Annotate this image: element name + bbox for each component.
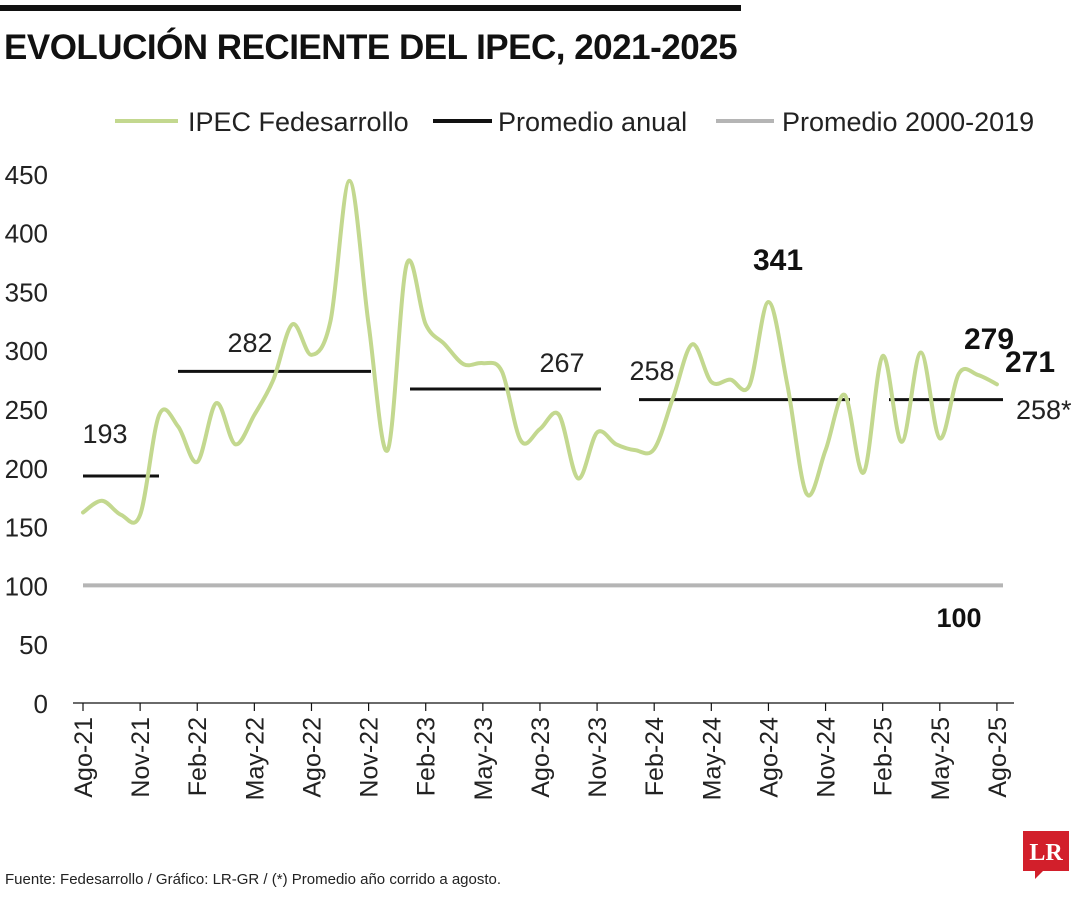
data-label: 341 — [753, 244, 803, 277]
y-tick-label: 300 — [5, 336, 48, 366]
y-tick-label: 400 — [5, 219, 48, 249]
lr-logo-icon: LR — [1023, 831, 1069, 879]
x-tick-label: May-25 — [927, 717, 955, 800]
y-tick-label: 250 — [5, 395, 48, 425]
lr-logo-text: LR — [1029, 840, 1063, 866]
data-label: 271 — [1005, 346, 1055, 379]
y-tick-label: 50 — [19, 630, 48, 660]
data-label: 267 — [539, 348, 584, 378]
y-tick-label: 450 — [5, 160, 48, 190]
x-tick-label: Nov-23 — [584, 717, 612, 798]
x-tick-label: Ago-24 — [755, 717, 783, 798]
x-tick-label: Nov-22 — [356, 717, 384, 798]
data-label: 100 — [936, 603, 981, 633]
legend-label: IPEC Fedesarrollo — [188, 107, 409, 137]
x-tick-label: Ago-25 — [984, 717, 1012, 798]
x-tick-label: Ago-21 — [70, 717, 98, 798]
x-tick-label: Ago-23 — [527, 717, 555, 798]
source-footer: Fuente: Fedesarrollo / Gráfico: LR-GR / … — [5, 871, 502, 888]
data-label: 279 — [964, 323, 1014, 356]
x-tick-label: Nov-21 — [127, 717, 155, 798]
data-label: 282 — [227, 328, 272, 358]
x-tick-label: Nov-24 — [813, 717, 841, 798]
data-label: 258* — [1016, 395, 1072, 425]
x-tick-label: May-23 — [470, 717, 498, 800]
top-rule — [0, 5, 741, 11]
x-tick-label: Feb-25 — [870, 717, 898, 796]
x-tick-label: May-22 — [241, 717, 269, 800]
ipec-series-line — [81, 178, 999, 525]
y-tick-label: 200 — [5, 454, 48, 484]
chart-title: EVOLUCIÓN RECIENTE DEL IPEC, 2021-2025 — [4, 28, 738, 67]
y-tick-label: 100 — [5, 571, 48, 601]
x-tick-label: Ago-22 — [298, 717, 326, 798]
lr-logo-badge — [1023, 831, 1069, 879]
x-tick-label: Feb-24 — [641, 717, 669, 796]
x-tick-label: Feb-23 — [413, 717, 441, 796]
y-tick-label: 150 — [5, 513, 48, 543]
data-label: 193 — [82, 419, 127, 449]
x-tick-label: Feb-22 — [184, 717, 212, 796]
legend-label: Promedio anual — [498, 107, 687, 137]
data-label: 258 — [629, 356, 674, 386]
legend-label: Promedio 2000-2019 — [782, 107, 1034, 137]
x-tick-label: May-24 — [698, 717, 726, 800]
y-tick-label: 0 — [34, 689, 48, 719]
y-tick-label: 350 — [5, 277, 48, 307]
